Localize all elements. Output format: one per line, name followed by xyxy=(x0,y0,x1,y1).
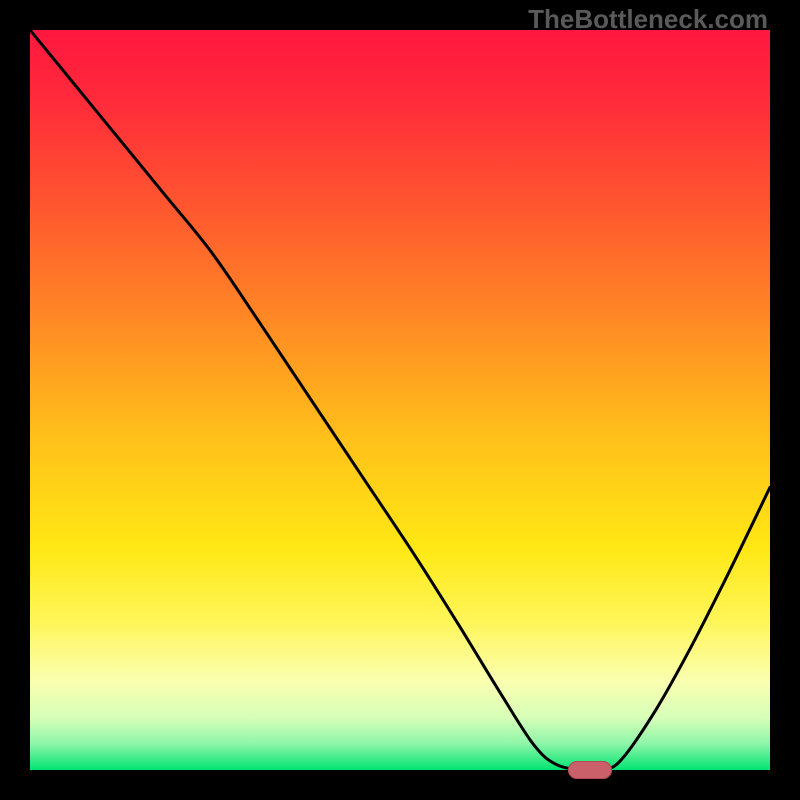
chart-stage: TheBottleneck.com xyxy=(0,0,800,800)
bottleneck-curve xyxy=(30,30,770,770)
plot-area xyxy=(30,30,770,770)
optimal-marker xyxy=(568,761,612,779)
watermark-text: TheBottleneck.com xyxy=(528,4,768,35)
